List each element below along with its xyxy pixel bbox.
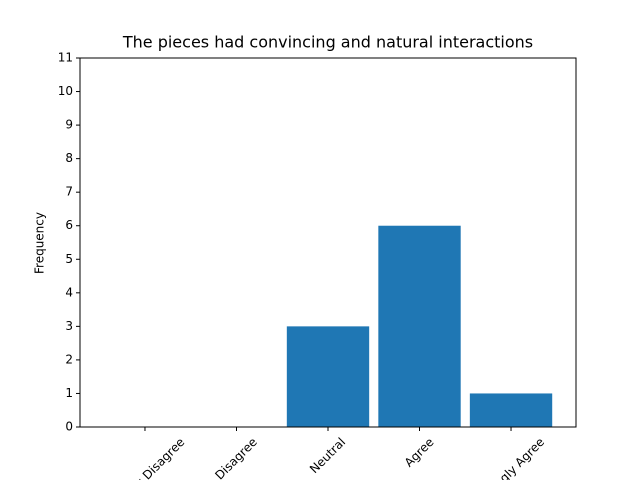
y-tick-label: 1 [65, 386, 73, 400]
y-tick-label: 11 [58, 51, 73, 65]
y-tick-label: 0 [65, 420, 73, 434]
y-tick-label: 9 [65, 118, 73, 132]
bar [286, 326, 370, 427]
y-tick-label: 7 [65, 185, 73, 199]
bar [469, 393, 553, 427]
y-tick-label: 6 [65, 218, 73, 232]
y-tick-label: 4 [65, 285, 73, 299]
bar [378, 225, 461, 427]
y-tick-label: 5 [65, 252, 73, 266]
y-tick-label: 10 [58, 84, 73, 98]
plot-frame [79, 57, 577, 428]
y-tick-label: 3 [65, 319, 73, 333]
chart-title: The pieces had convincing and natural in… [122, 33, 533, 52]
y-tick-label: 8 [65, 151, 73, 165]
y-tick-label: 2 [65, 352, 73, 366]
y-axis-label: Frequency [33, 212, 47, 274]
